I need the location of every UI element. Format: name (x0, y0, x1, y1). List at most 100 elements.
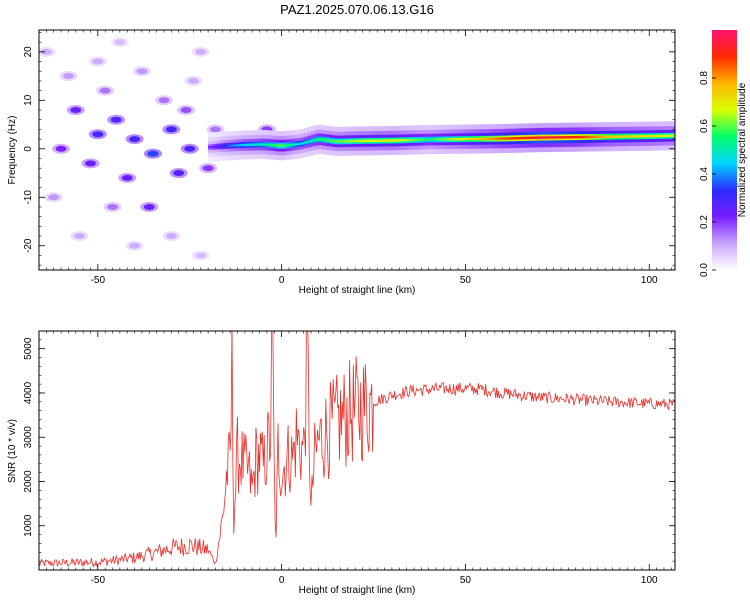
snr-ytick-label: 1000 (23, 514, 34, 537)
ridge-cell (288, 143, 294, 147)
ridge-cell (439, 138, 444, 141)
snr-ytick-label: 5000 (23, 337, 34, 360)
snr-xtick-label: 50 (460, 575, 472, 586)
ridge-cell (542, 136, 547, 139)
noise-blob (92, 58, 104, 65)
ridge-cell (266, 143, 272, 147)
ridge-cell (469, 137, 474, 141)
ridge-cell (491, 137, 496, 140)
ridge-cell (597, 135, 603, 139)
colorbar-label: Normalized spectral amplitude (737, 82, 748, 217)
colorbar-tick-label: 0.8 (699, 71, 710, 85)
ridge-cell (458, 137, 463, 141)
ridge-cell (270, 143, 275, 147)
ridge-cell (605, 135, 610, 138)
ridge-cell (211, 145, 217, 149)
ridge-cell (432, 138, 437, 141)
ridge-cell (616, 135, 621, 138)
snr-xtick-label: 100 (641, 575, 658, 586)
ridge-cell (557, 136, 562, 139)
ridge-cell (461, 137, 467, 141)
ridge-cell (476, 137, 481, 141)
ridge-cell (336, 140, 342, 143)
ridge-cell (487, 137, 492, 140)
ridge-cell (259, 143, 264, 146)
ridge-cell (208, 145, 213, 149)
ridge-cell (417, 138, 422, 142)
ridge-cell (274, 144, 279, 147)
noise-blob (195, 252, 207, 259)
ridge-cell (634, 135, 639, 138)
ridge-cell (572, 135, 577, 139)
noise-blob (202, 165, 214, 172)
ridge-cell (502, 137, 507, 140)
ridge-cell (660, 134, 665, 138)
ridge-cell (436, 138, 441, 141)
noise-blob (129, 136, 141, 143)
ridge-cell (410, 138, 415, 142)
colorbar-tick-label: 0.6 (699, 119, 710, 133)
noise-blob (129, 242, 141, 249)
ridge-cell (233, 144, 239, 147)
ridge-cell (627, 135, 632, 138)
ridge-cell (561, 136, 566, 139)
ridge-cell (222, 144, 228, 148)
noise-blob (62, 73, 74, 80)
ridge-cell (509, 137, 514, 140)
ridge-cell (443, 138, 448, 141)
ridge-cell (550, 136, 555, 139)
ridge-cell (454, 138, 459, 141)
ridge-cell (322, 138, 327, 142)
ridge-cell (219, 145, 224, 148)
snr-ytick-label: 2000 (23, 470, 34, 493)
ridge-cell (527, 136, 533, 140)
ridge-cell (586, 135, 592, 139)
ridge-cell (344, 140, 349, 143)
snr-frame (38, 330, 676, 571)
snr-xlabel: Height of straight line (km) (299, 585, 416, 596)
ridge-cell (421, 138, 426, 141)
snr-panel: -50 0 50 100 1000 2000 3000 4000 5000 Height of … (7, 330, 676, 596)
spectrogram-ytick-label: -20 (23, 238, 34, 253)
ridge-cell (535, 136, 540, 139)
ridge-cell (384, 139, 389, 142)
colorbar-tick-label: 0.0 (699, 263, 710, 277)
ridge-cell (395, 139, 400, 142)
noise-blob (195, 48, 207, 55)
ridge-cell (399, 139, 404, 142)
ridge-cell (645, 134, 650, 138)
snr-ytick-label: 4000 (23, 381, 34, 404)
ridge-cell (406, 138, 411, 142)
figure-title: PAZ1.2025.070.06.13.G16 (280, 2, 434, 17)
ridge-cell (590, 135, 595, 139)
noise-blob (84, 160, 96, 167)
ridge-cell (553, 136, 558, 139)
ridge-cell (340, 140, 345, 143)
colorbar: 0.0 0.2 0.4 0.6 0.8 Normalized spectral ampl… (699, 30, 748, 277)
ridge-cell (318, 138, 323, 141)
noise-blob (114, 39, 126, 46)
ridge-cell (568, 136, 573, 139)
spectrogram-xtick-label: 0 (279, 275, 285, 286)
ridge-cell (366, 139, 371, 143)
ridge-cell (329, 139, 334, 142)
ridge-cell (314, 138, 319, 141)
noise-blob (143, 203, 155, 210)
ridge-cell (546, 136, 551, 139)
ridge-cell (377, 139, 382, 142)
noise-blob (70, 107, 82, 113)
ridge-cell (380, 139, 386, 142)
noise-blob (92, 131, 104, 138)
noise-blob (184, 145, 196, 152)
noise-blob (165, 126, 177, 133)
ridge-cell (583, 135, 588, 139)
ridge-cell (248, 143, 253, 146)
ridge-cell (303, 141, 308, 144)
spectrogram-xlabel: Height of straight line (km) (299, 285, 416, 296)
ridge-cell (579, 135, 584, 139)
ridge-cell (450, 138, 456, 141)
colorbar-gradient (712, 30, 737, 270)
spectrogram-ytick-label: 0 (23, 146, 34, 152)
ridge-cell (300, 142, 305, 145)
ridge-cell (351, 139, 356, 143)
